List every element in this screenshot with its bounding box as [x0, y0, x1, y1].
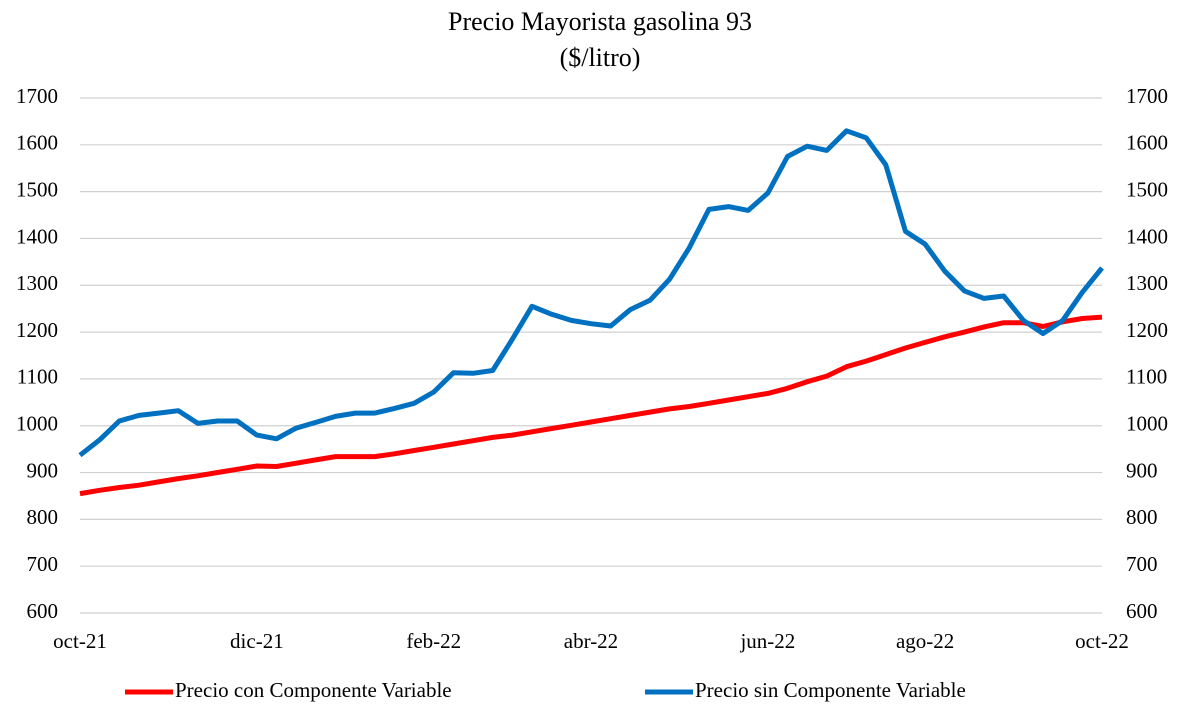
- y2-tick-label: 1300: [1126, 271, 1168, 295]
- y-tick-label: 1200: [16, 318, 58, 342]
- y-tick-label: 600: [27, 599, 59, 623]
- y2-tick-label: 1700: [1126, 84, 1168, 108]
- y2-tick-label: 1500: [1126, 177, 1168, 201]
- y-tick-label: 1700: [16, 84, 58, 108]
- y2-tick-label: 1100: [1126, 365, 1167, 389]
- y2-tick-label: 700: [1126, 552, 1158, 576]
- x-tick-label: ago-22: [896, 629, 954, 653]
- y2-tick-label: 1200: [1126, 318, 1168, 342]
- y2-tick-label: 1600: [1126, 131, 1168, 155]
- y2-tick-label: 900: [1126, 458, 1158, 482]
- y2-tick-label: 600: [1126, 599, 1158, 623]
- y2-tick-label: 1000: [1126, 412, 1168, 436]
- y-tick-label: 1400: [16, 224, 58, 248]
- x-tick-label: dic-21: [230, 629, 284, 653]
- chart-title: Precio Mayorista gasolina 93: [448, 7, 752, 36]
- x-tick-label: abr-22: [564, 629, 618, 653]
- legend-label: Precio con Componente Variable: [175, 678, 452, 702]
- x-tick-label: jun-22: [739, 629, 795, 653]
- y-tick-label: 1500: [16, 177, 58, 201]
- series-line: [78, 128, 1104, 458]
- chart-subtitle: ($/litro): [560, 43, 641, 72]
- y-tick-label: 800: [27, 505, 59, 529]
- y-tick-label: 1000: [16, 412, 58, 436]
- x-tick-label: oct-22: [1075, 629, 1129, 653]
- series-line: [79, 314, 1103, 497]
- y-tick-label: 1600: [16, 131, 58, 155]
- y-tick-label: 1300: [16, 271, 58, 295]
- x-tick-label: feb-22: [406, 629, 461, 653]
- y-tick-label: 1100: [17, 365, 58, 389]
- y2-tick-label: 1400: [1126, 224, 1168, 248]
- y-tick-label: 700: [27, 552, 59, 576]
- y2-tick-label: 800: [1126, 505, 1158, 529]
- x-tick-label: oct-21: [53, 629, 107, 653]
- legend-label: Precio sin Componente Variable: [695, 678, 966, 702]
- y-tick-label: 900: [27, 458, 59, 482]
